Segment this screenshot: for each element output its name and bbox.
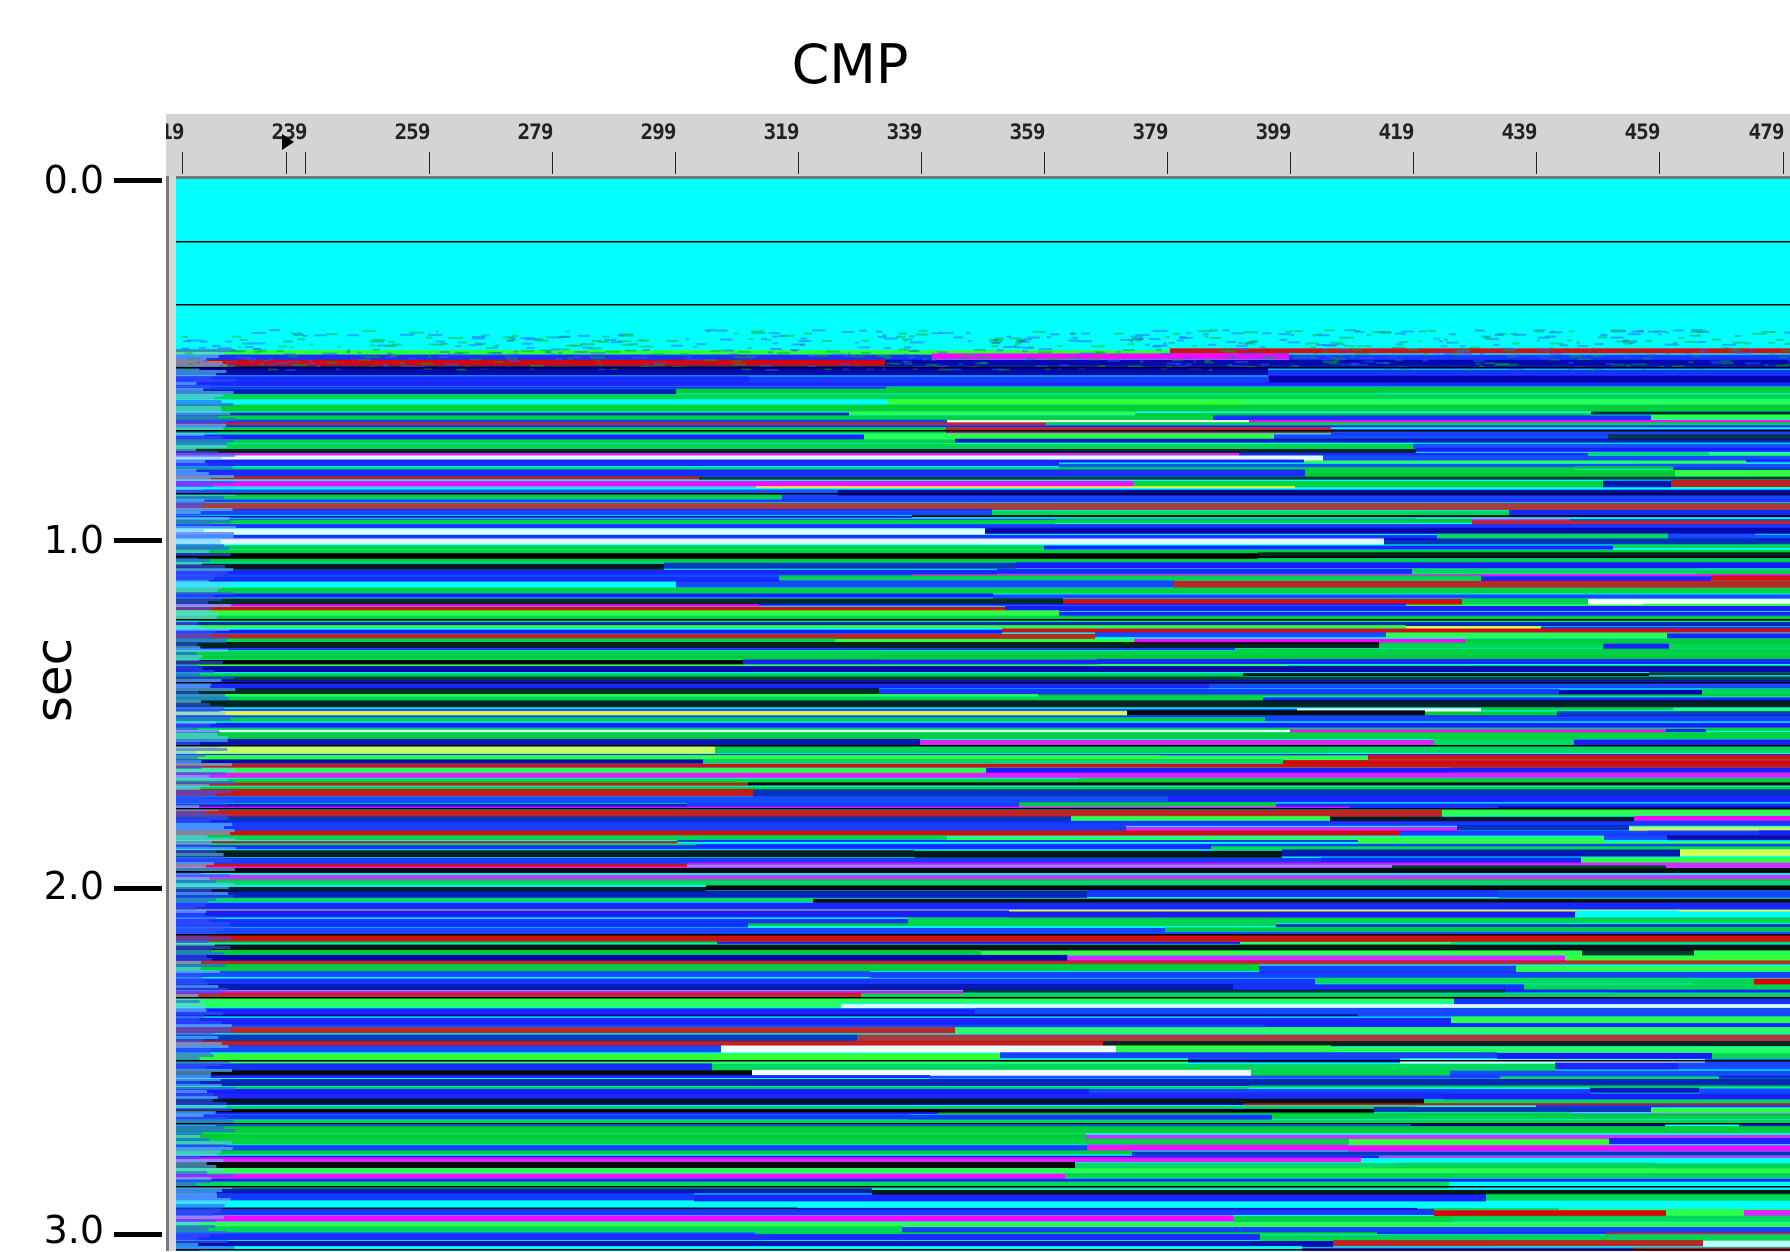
cmp-label-459: 459: [1624, 120, 1661, 144]
y-axis-label: sec: [25, 637, 83, 723]
cmp-tick: [552, 152, 553, 174]
time-gridlines: [176, 241, 1790, 1251]
cmp-tick: [675, 152, 676, 174]
cmp-tick: [305, 152, 306, 174]
y-tick-mark-3: [114, 1232, 162, 1237]
cmp-label-219: 219: [166, 120, 184, 144]
cmp-tick: [1290, 152, 1291, 174]
cmp-label-339: 339: [886, 120, 923, 144]
cmp-tick: [1167, 152, 1168, 174]
seismic-section-image: [176, 179, 1790, 1251]
cmp-tick: [1536, 152, 1537, 174]
cmp-tick: [286, 152, 287, 174]
cmp-label-479: 479: [1748, 120, 1785, 144]
cmp-label-399: 399: [1255, 120, 1292, 144]
y-tick-label-3: 3.0: [43, 1208, 104, 1252]
chart-title: CMP: [791, 33, 909, 96]
cmp-position-marker-icon[interactable]: [282, 134, 294, 150]
cmp-tick: [1659, 152, 1660, 174]
cmp-tick: [1413, 152, 1414, 174]
cmp-label-299: 299: [640, 120, 677, 144]
y-tick-label-0: 0.0: [43, 158, 104, 202]
cmp-tick: [798, 152, 799, 174]
cmp-label-379: 379: [1132, 120, 1169, 144]
cmp-label-359: 359: [1009, 120, 1046, 144]
y-tick-label-2: 2.0: [43, 864, 104, 908]
cmp-tick: [921, 152, 922, 174]
seismic-section-canvas[interactable]: [176, 179, 1790, 1251]
y-tick-mark-2: [114, 886, 162, 891]
cmp-tick: [1783, 152, 1784, 174]
cmp-label-419: 419: [1378, 120, 1415, 144]
cmp-ruler[interactable]: 219 239 259 279 299 319 339 359 379 399 …: [166, 114, 1790, 179]
y-tick-mark-0: [114, 178, 162, 183]
cmp-label-259: 259: [394, 120, 431, 144]
cmp-label-319: 319: [763, 120, 800, 144]
y-tick-label-1: 1.0: [43, 518, 104, 562]
section-left-border: [166, 176, 176, 1251]
cmp-tick: [1044, 152, 1045, 174]
reflector-bands: [176, 329, 1790, 1251]
y-tick-mark-1: [114, 538, 162, 543]
cmp-tick: [429, 152, 430, 174]
cmp-label-439: 439: [1501, 120, 1538, 144]
cmp-label-279: 279: [517, 120, 554, 144]
cmp-tick: [182, 152, 183, 174]
